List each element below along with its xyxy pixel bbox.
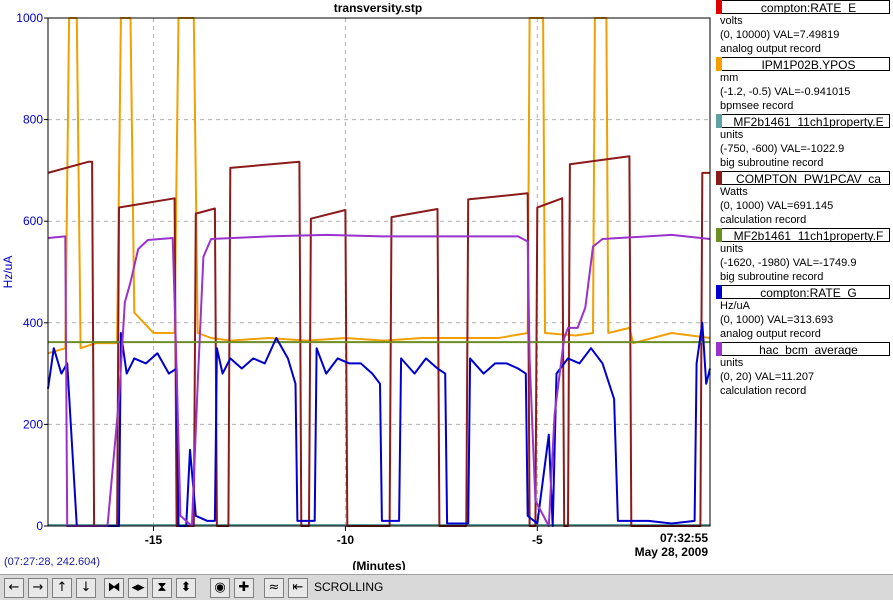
scrolling-mode-label: SCROLLING [314,580,384,594]
legend-record-type: analog output record [720,43,821,55]
cursor-readout: (07:27:28, 242.604) [4,556,101,568]
y-tick-label: 200 [23,417,43,431]
y-axis-label: Hz/uA [1,256,15,289]
legend-units: volts [720,15,743,27]
legend-swatch [716,228,722,242]
zoom-in-horizontal-button[interactable]: ⧓ [104,578,124,598]
y-tick-label: 0 [36,519,43,533]
legend-range-value: (0, 1000) VAL=313.693 [720,314,834,326]
chart-title: transversity.stp [334,1,422,15]
grid [48,18,710,526]
legend-record-type: bpmsee record [720,100,794,112]
series-lines [47,17,711,527]
legend-item-compton-rate-e[interactable]: compton:RATE_E volts (0, 10000) VAL=7.4981… [716,0,893,57]
legend-item-compton-pw1pcav-ca[interactable]: COMPTON_PW1PCAV_ca Watts (0, 1000) VAL=691… [716,171,893,228]
scroll-up-button[interactable]: ↑ [52,578,72,598]
legend-units: Watts [720,186,748,198]
legend-range-value: (-1.2, -0.5) VAL=-0.941015 [720,86,851,98]
scroll-down-button[interactable]: ↓ [76,578,96,598]
legend-units: units [720,129,744,141]
legend-units: units [720,243,744,255]
y-tick-label: 1000 [16,11,43,25]
y-tick-label: 400 [23,316,43,330]
plot-frame [47,17,711,527]
x-tick-label: -10 [337,533,355,547]
legend-item-mf2b1461-11ch1property-e[interactable]: MF2b1461_11ch1property.E units (-750, -600… [716,114,893,171]
legend-units: Hz/uA [720,300,750,312]
x-tick-label: -15 [145,533,163,547]
x-axis: -15 -10 -5 [145,526,543,547]
legend-name[interactable]: MF2b1461_11ch1property.E [719,114,890,128]
legend-record-type: big subroutine record [720,157,824,169]
y-axis: 0 200 400 600 800 1000 [16,11,48,533]
legend: compton:RATE_E volts (0, 10000) VAL=7.4981… [716,0,893,399]
legend-item-hac-bcm-average[interactable]: hac_bcm_average units (0, 20) VAL=11.207 ca… [716,342,893,399]
scrolling-toggle-button[interactable]: ⇤ [288,578,308,598]
x-axis-label: (Minutes) [352,559,405,570]
reset-button[interactable]: ✚ [234,578,254,598]
time-label: 07:32:55 [660,531,708,545]
scroll-right-button[interactable]: → [28,578,48,598]
legend-item-compton-rate-g[interactable]: compton:RATE_G Hz/uA (0, 1000) VAL=313.693… [716,285,893,342]
legend-record-type: big subroutine record [720,271,824,283]
legend-swatch [716,114,722,128]
series-line-compton-rate-g [47,321,711,527]
legend-record-type: calculation record [720,385,807,397]
legend-name[interactable]: IPM1P02B.YPOS [719,57,890,71]
legend-name[interactable]: hac_bcm_average [719,342,890,356]
zoom-out-vertical-button[interactable]: ⬍ [176,578,196,598]
legend-record-type: calculation record [720,214,807,226]
legend-item-ipm1p02b-ypos[interactable]: IPM1P02B.YPOS mm (-1.2, -0.5) VAL=-0.94101… [716,57,893,114]
legend-range-value: (-1620, -1980) VAL=-1749.9 [720,257,857,269]
y-tick-label: 800 [23,113,43,127]
legend-range-value: (0, 10000) VAL=7.49819 [720,29,840,41]
legend-swatch [716,171,722,185]
legend-swatch [716,285,722,299]
legend-name[interactable]: compton:RATE_E [719,0,890,14]
date-label: May 28, 2009 [635,545,709,559]
legend-item-mf2b1461-11ch1property-f[interactable]: MF2b1461_11ch1property.F units (-1620, -19… [716,228,893,285]
legend-units: units [720,357,744,369]
legend-units: mm [720,72,739,84]
zoom-in-vertical-button[interactable]: ⧗ [152,578,172,598]
legend-range-value: (0, 1000) VAL=691.145 [720,200,834,212]
legend-record-type: analog output record [720,328,821,340]
y-tick-label: 600 [23,214,43,228]
legend-name[interactable]: COMPTON_PW1PCAV_ca [719,171,890,185]
toolbar: ← → ↑ ↓ ⧓ ◂▸ ⧗ ⬍ ◉ ✚ ≈ ⇤ SCROLLING [0,574,893,600]
legend-range-value: (0, 20) VAL=11.207 [720,371,815,383]
legend-swatch [716,342,722,356]
series-line-ipm1p02b-ypos [47,17,711,355]
pan-button[interactable]: ≈ [264,578,284,598]
legend-swatch [716,0,722,14]
legend-swatch [716,57,722,71]
scroll-left-button[interactable]: ← [4,578,24,598]
x-tick-label: -5 [532,533,543,547]
zoom-out-horizontal-button[interactable]: ◂▸ [128,578,148,598]
legend-name[interactable]: MF2b1461_11ch1property.F [719,228,890,242]
legend-name[interactable]: compton:RATE_G [719,285,890,299]
auto-scale-button[interactable]: ◉ [210,578,230,598]
legend-range-value: (-750, -600) VAL=-1022.9 [720,143,845,155]
series-line-hac-bcm-average [47,233,711,527]
